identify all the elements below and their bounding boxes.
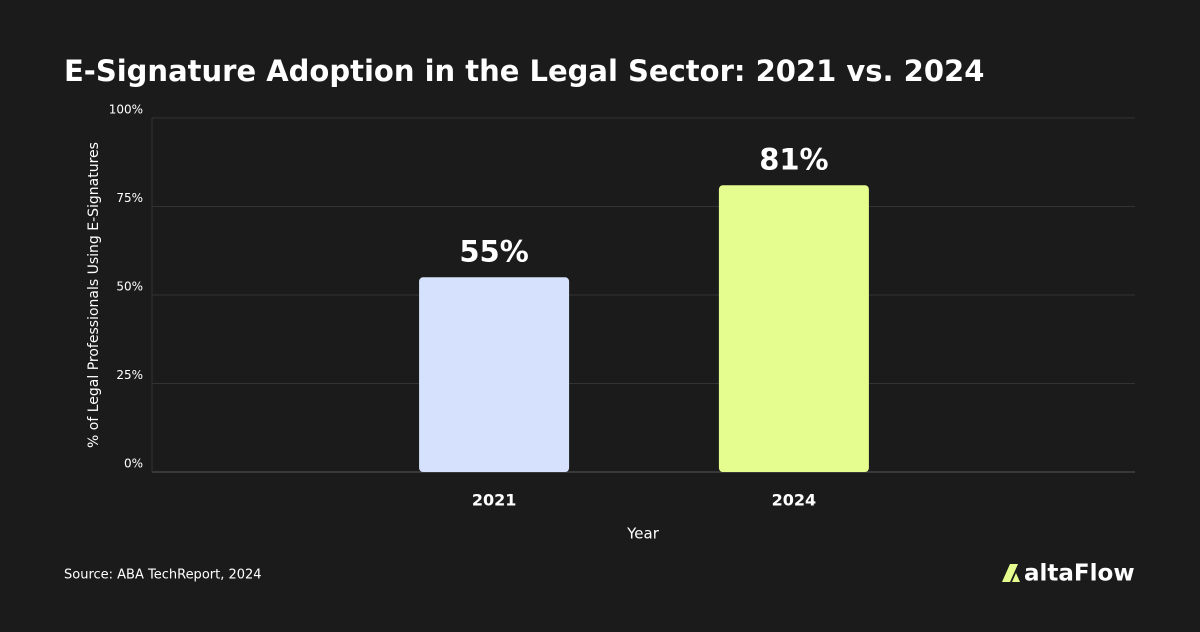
value-label: 81% xyxy=(759,142,828,176)
brand-icon xyxy=(1002,564,1020,582)
y-tick-label: 25% xyxy=(116,368,143,382)
chart-title: E-Signature Adoption in the Legal Sector… xyxy=(64,54,984,88)
x-tick-label: 2021 xyxy=(472,491,517,510)
value-label: 55% xyxy=(459,234,528,268)
y-tick-label: 75% xyxy=(116,191,143,205)
brand-name: altaFlow xyxy=(1024,561,1135,587)
source-note: Source: ABA TechReport, 2024 xyxy=(64,568,262,583)
brand-logo: altaFlow xyxy=(1002,561,1135,587)
bar xyxy=(419,277,570,472)
y-tick-label: 50% xyxy=(116,280,143,294)
y-tick-label: 0% xyxy=(124,457,143,471)
y-tick-label: 100% xyxy=(109,103,143,117)
bar xyxy=(718,185,869,472)
x-axis-label: Year xyxy=(626,525,660,543)
x-tick-label: 2024 xyxy=(772,491,817,510)
y-axis-label: % of Legal Professionals Using E-Signatu… xyxy=(86,142,102,448)
